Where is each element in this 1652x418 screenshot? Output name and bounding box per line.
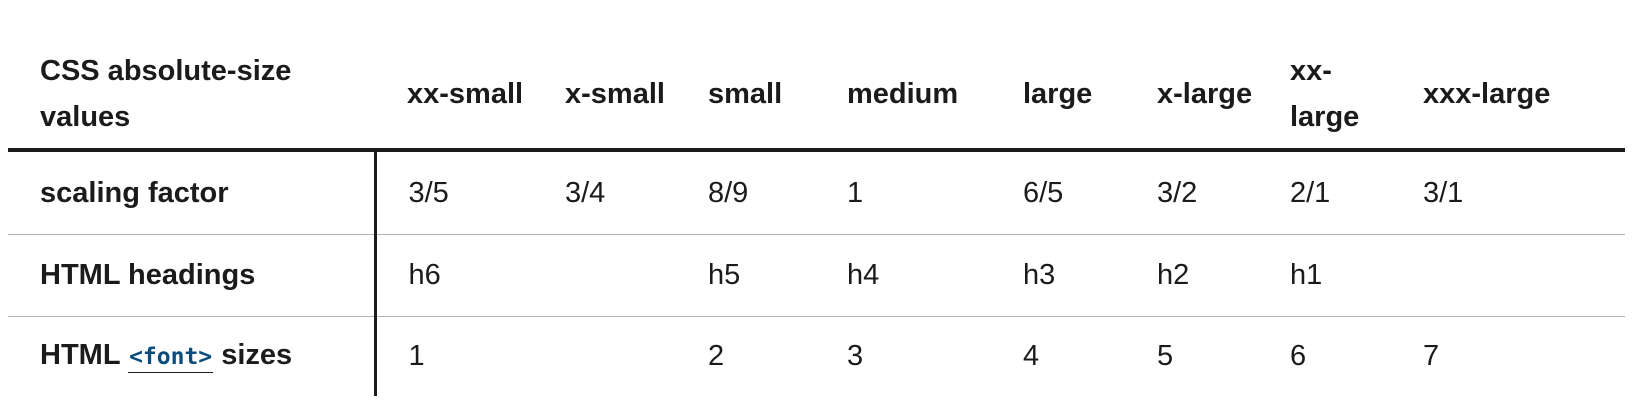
column-header: xx-large	[1258, 40, 1391, 152]
corner-header: CSS absolute-size values	[8, 40, 375, 152]
table-cell: 1	[847, 176, 864, 209]
table-cell: 2	[676, 315, 815, 396]
column-header: x-large	[1125, 40, 1258, 152]
row-header-suffix: sizes	[213, 339, 293, 372]
font-element-link[interactable]: <font>	[128, 344, 214, 374]
table-cell: h6	[375, 233, 533, 316]
table-cell: 1	[375, 315, 533, 396]
table-cell: 3	[815, 315, 991, 396]
table-cell: h1	[1258, 233, 1391, 316]
table-row-scaling-factor: scaling factor 3/5 3/4 8/9 1 6/5 3/2 2/1…	[8, 150, 1625, 234]
header-row: CSS absolute-size values xx-small x-smal…	[8, 40, 1625, 152]
table-cell	[533, 233, 676, 316]
table-row-html-headings: HTML headings h6 h5 h4 h3 h2 h1	[8, 233, 1625, 316]
table-cell: h3	[991, 233, 1125, 316]
row-header: scaling factor	[8, 150, 377, 234]
row-header: HTML headings	[8, 233, 377, 316]
table-cell: 8/9	[708, 176, 749, 209]
table-cell: h2	[1125, 233, 1258, 316]
table-cell: 3/2	[1157, 176, 1198, 209]
table-cell: 6/5	[1023, 176, 1064, 209]
table-cell: 5	[1125, 315, 1258, 396]
table-cell: 2/1	[1290, 176, 1331, 209]
table-row-html-font-sizes: HTML <font> sizes 1 2 3 4 5 6 7	[8, 315, 1625, 396]
column-header: medium	[815, 40, 991, 152]
column-header: small	[676, 40, 815, 152]
table-cell: 7	[1391, 315, 1625, 396]
table-cell: 4	[991, 315, 1125, 396]
table-cell	[533, 315, 676, 396]
table-cell: h5	[676, 233, 815, 316]
font-size-table: CSS absolute-size values xx-small x-smal…	[8, 40, 1625, 396]
table-cell: 3/5	[408, 176, 449, 209]
table-cell: 3/4	[565, 176, 606, 209]
table-cell: 6	[1258, 315, 1391, 396]
column-header: large	[991, 40, 1125, 152]
row-header: HTML <font> sizes	[8, 315, 377, 396]
table-cell: h4	[815, 233, 991, 316]
column-header: x-small	[533, 40, 676, 152]
column-header: xx-small	[375, 40, 533, 152]
table-cell	[1391, 233, 1625, 316]
table-cell: 3/1	[1423, 176, 1464, 209]
row-header-prefix: HTML	[40, 339, 129, 372]
column-header: xxx-large	[1391, 40, 1625, 152]
